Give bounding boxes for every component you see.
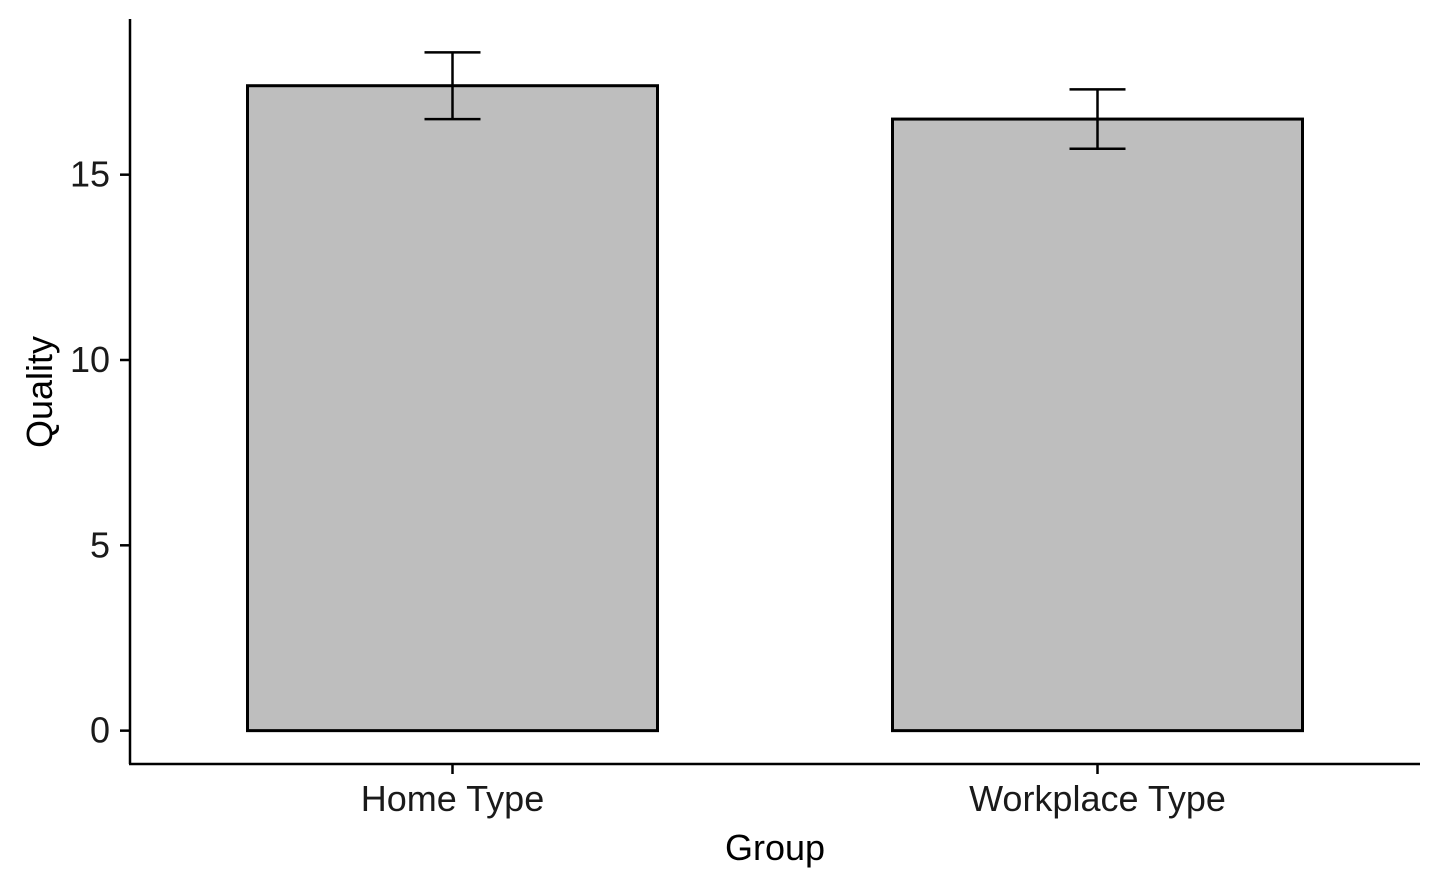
y-tick-label: 15 [70,154,110,195]
y-tick-label: 5 [90,524,110,565]
y-tick-label: 0 [90,710,110,751]
x-axis-title: Group [725,827,825,868]
bars-layer [246,84,1304,733]
y-tick-label: 10 [70,339,110,380]
x-tick-label: Home Type [361,778,544,819]
x-tick-label: Workplace Type [969,778,1226,819]
error-bar-workplace-type [1069,88,1126,150]
y-axis-ticks: 0 5 10 15 [70,154,130,751]
y-axis-title: Quality [19,336,60,448]
bar-workplace-type [891,117,1304,733]
error-bar-home-type [424,51,481,121]
bar-home-type [246,84,659,733]
error-bars-layer [424,51,1126,150]
x-axis-ticks: Home Type Workplace Type [361,764,1226,819]
